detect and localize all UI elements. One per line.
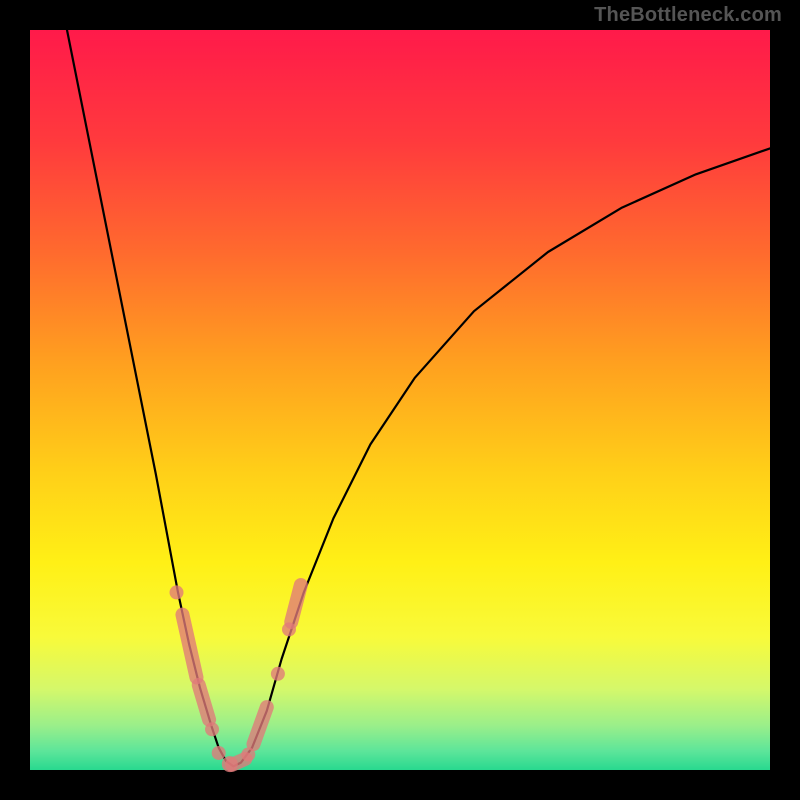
marker-circle — [212, 746, 226, 760]
marker-circle — [271, 667, 285, 681]
chart-container: TheBottleneck.com — [0, 0, 800, 800]
bottleneck-curve-chart — [0, 0, 800, 800]
marker-circle — [170, 585, 184, 599]
marker-capsule — [199, 685, 209, 720]
watermark-text: TheBottleneck.com — [594, 4, 782, 27]
marker-capsule — [232, 759, 245, 765]
marker-capsule — [291, 585, 301, 622]
